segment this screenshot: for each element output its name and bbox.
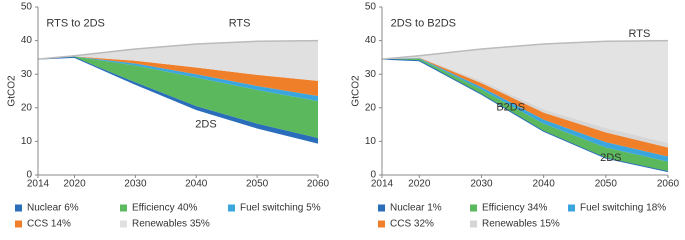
legend-label: Fuel switching 5%: [240, 203, 321, 214]
legend-label: Renewables 15%: [482, 219, 560, 230]
legend-swatch: [15, 204, 22, 212]
legend-label: Nuclear 6%: [27, 203, 79, 214]
legend-label: CCS 14%: [27, 219, 71, 230]
y-axis-label: GtCO2: [351, 75, 362, 107]
area: [38, 56, 318, 139]
rts-label: RTS: [229, 18, 251, 30]
y-tick-label: 30: [365, 69, 377, 80]
pathway-label: B2DS: [496, 102, 525, 114]
annotation: 2DS: [600, 152, 621, 164]
area: [38, 57, 318, 144]
x-tick-label: 2014: [27, 179, 50, 190]
y-axis-label: GtCO2: [7, 75, 18, 107]
y-tick-label: 10: [365, 136, 377, 147]
area: [38, 56, 318, 97]
legend-swatch: [120, 220, 127, 228]
lower-line: [37, 56, 319, 144]
area: [382, 57, 668, 148]
pathway-label: 2DS: [195, 119, 216, 131]
x-tick-label: 2060: [657, 179, 680, 190]
x-tick-label: 2060: [307, 179, 330, 190]
x-tick-label: 2020: [408, 179, 431, 190]
x-tick-label: 2050: [246, 179, 269, 190]
page: 0 10 20 30 40 50 2014 2020 2030 2040 2050 2060 GtCO2…: [6, 1, 680, 230]
y-tick-label: 0: [370, 170, 376, 181]
y-tick-label: 0: [26, 170, 32, 181]
y-tick-label: 50: [21, 2, 33, 13]
y-tick-label: 30: [21, 69, 33, 80]
upper-line: [381, 39, 669, 60]
y-tick-label: 20: [365, 102, 377, 113]
x-tick-label: 2030: [124, 179, 147, 190]
area: [382, 57, 668, 157]
panel-title: RTS to 2DS: [46, 18, 105, 30]
legend-label: Fuel switching 18%: [580, 203, 666, 214]
y-tick-label: 10: [21, 136, 33, 147]
reference-band: [382, 40, 668, 144]
legend-swatch: [568, 204, 575, 212]
legend-swatch: [470, 220, 477, 228]
legend-label: Nuclear 1%: [390, 203, 442, 214]
legend-swatch: [120, 204, 127, 212]
y-tick-label: 50: [365, 2, 377, 13]
legend-swatch: [15, 220, 22, 228]
x-tick-label: 2020: [63, 179, 86, 190]
legend-label: Renewables 35%: [132, 219, 210, 230]
upper-line: [37, 39, 319, 60]
x-tick-label: 2040: [185, 179, 208, 190]
legend-swatch: [378, 204, 385, 212]
legend-swatch: [470, 204, 477, 212]
x-tick-label: 2030: [470, 179, 493, 190]
y-tick-label: 20: [21, 102, 33, 113]
x-tick-label: 2014: [371, 179, 394, 190]
y-tick-label: 40: [21, 35, 33, 46]
x-tick-label: 2050: [595, 179, 618, 190]
legend-swatch: [378, 220, 385, 228]
y-tick-label: 40: [365, 35, 377, 46]
legend-swatch: [228, 204, 235, 212]
area: [382, 58, 668, 172]
x-tick-label: 2040: [533, 179, 556, 190]
rts-label: RTS: [628, 28, 650, 40]
area: [382, 58, 668, 162]
legend-label: Efficiency 34%: [482, 203, 548, 214]
area: [38, 40, 318, 81]
legend-label: CCS 32%: [390, 219, 434, 230]
panel-title: 2DS to B2DS: [391, 18, 456, 30]
lower-line: [381, 58, 669, 173]
legend-label: Efficiency 40%: [132, 203, 198, 214]
